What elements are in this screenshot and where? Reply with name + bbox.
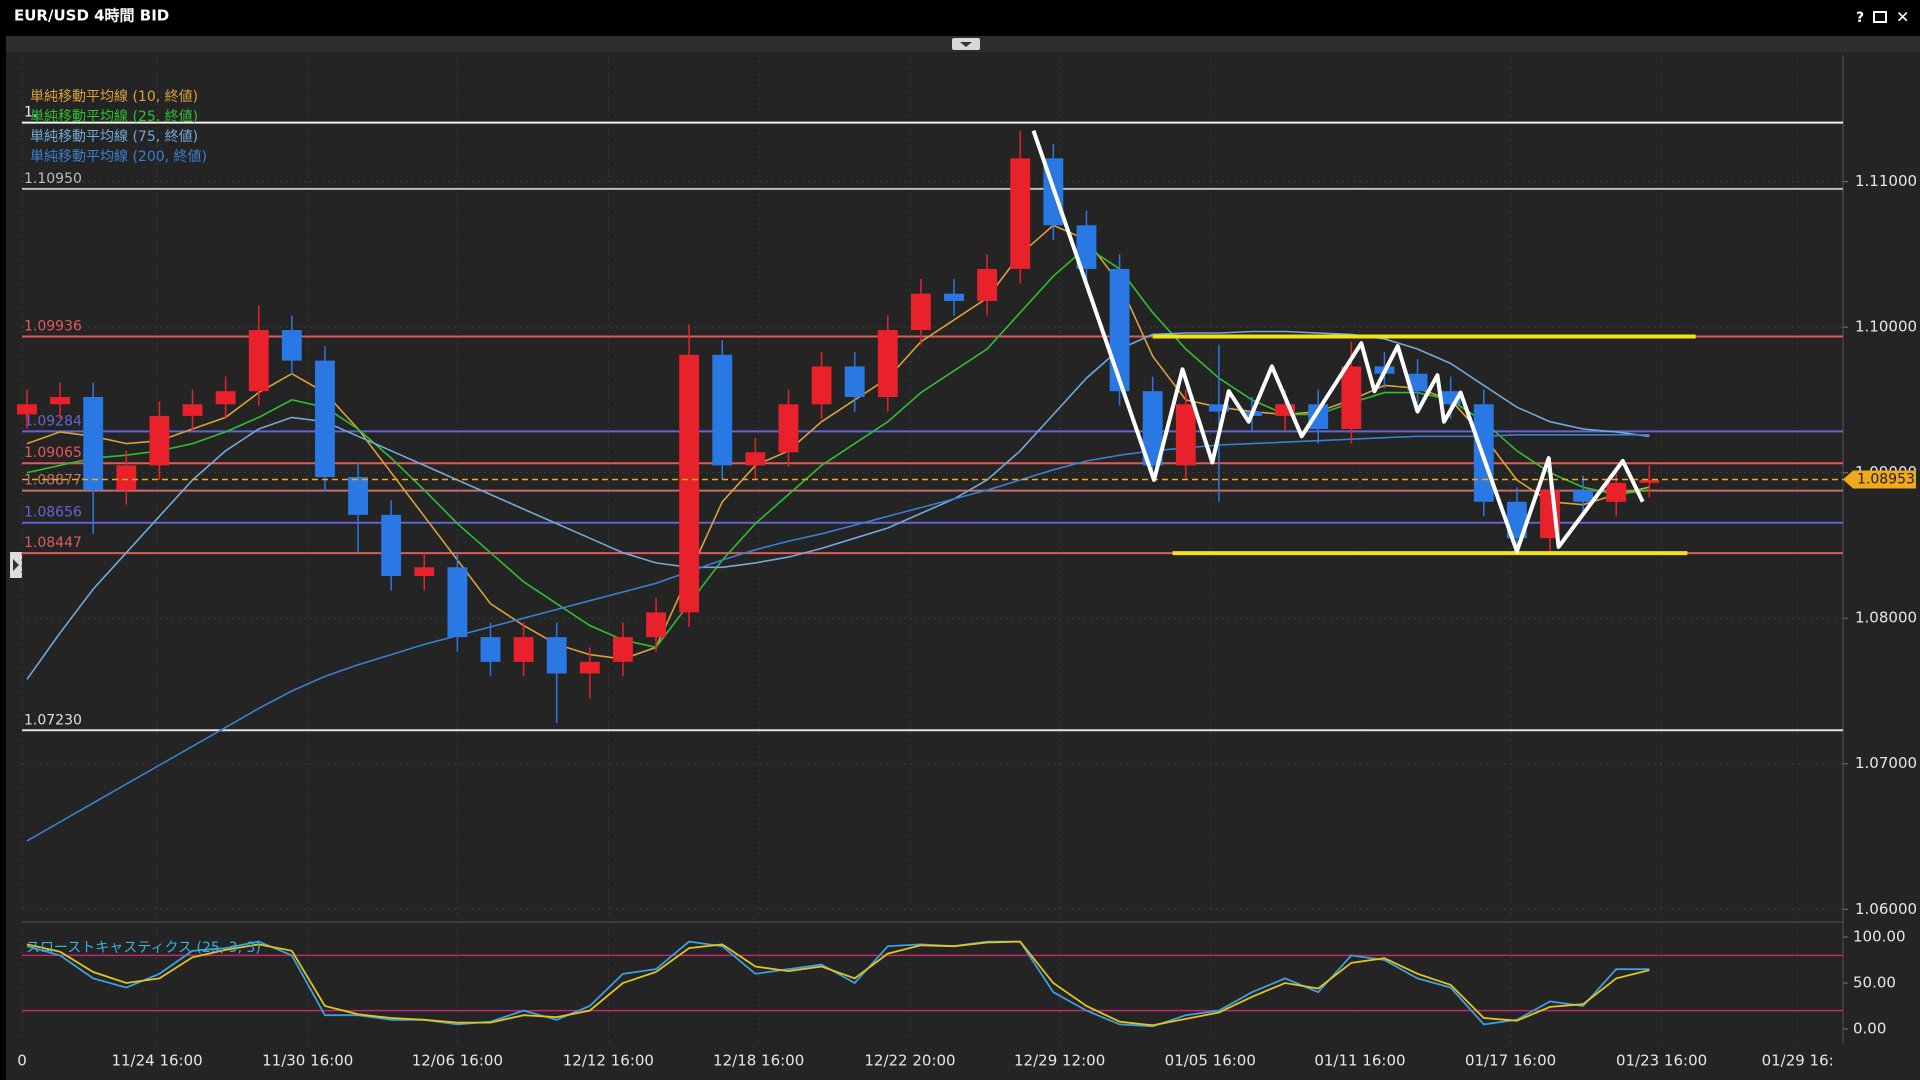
legend-entry: 単純移動平均線 (75, 終値) bbox=[30, 129, 198, 145]
candle-body bbox=[447, 567, 468, 638]
close-button[interactable]: ✕ bbox=[1896, 8, 1909, 27]
candle-body bbox=[381, 514, 402, 577]
moving-average-line bbox=[26, 246, 1650, 649]
candle-body bbox=[1308, 404, 1329, 430]
candle-body bbox=[480, 637, 501, 662]
y-tick-label: 1.11000 bbox=[1855, 172, 1917, 190]
candle-body bbox=[414, 567, 435, 577]
candle-body bbox=[1142, 391, 1163, 466]
side-arrow bbox=[13, 559, 19, 571]
candle-body bbox=[1573, 490, 1594, 502]
candle-body bbox=[1506, 501, 1527, 539]
y-tick-label: 1.08000 bbox=[1855, 609, 1917, 627]
legend-entry: 単純移動平均線 (25, 終値) bbox=[30, 109, 198, 125]
candle-body bbox=[579, 661, 600, 674]
collapse-arrow bbox=[960, 42, 972, 47]
x-tick-label: 12/22 20:00 bbox=[864, 1052, 955, 1070]
candle-body bbox=[778, 404, 799, 453]
candle-body bbox=[811, 366, 832, 405]
price-level-label: 1.07230 bbox=[24, 712, 82, 728]
x-tick-label: 01/29 16: bbox=[1762, 1052, 1834, 1070]
window-title: EUR/USD 4時間 BID bbox=[14, 7, 169, 25]
candle-body bbox=[513, 637, 534, 662]
candle-body bbox=[215, 391, 236, 405]
x-tick-label: 12/12 16:00 bbox=[563, 1052, 654, 1070]
y-tick-label: 0.00 bbox=[1853, 1020, 1886, 1038]
y-tick-label: 1.10000 bbox=[1855, 318, 1917, 336]
candle-body bbox=[1010, 158, 1031, 269]
zigzag-line bbox=[1031, 130, 1645, 554]
candle-body bbox=[877, 330, 898, 397]
candle-body bbox=[1341, 366, 1362, 430]
price-level-label: 1.10950 bbox=[24, 171, 82, 187]
price-level-label: 1.08656 bbox=[24, 505, 82, 521]
stochastic-label: スローストキャスティクス (25, 3, 3) bbox=[26, 940, 261, 956]
candle-body bbox=[646, 612, 666, 638]
candle-body bbox=[1109, 268, 1130, 392]
price-level-label: 1.09065 bbox=[24, 445, 82, 461]
candle-body bbox=[977, 268, 998, 301]
candle-body bbox=[944, 293, 964, 301]
candle-body bbox=[1606, 482, 1627, 502]
x-tick-label: 12/18 16:00 bbox=[713, 1052, 804, 1070]
y-tick-label: 50.00 bbox=[1853, 974, 1896, 992]
candle-body bbox=[612, 637, 633, 662]
x-tick-label: 01/23 16:00 bbox=[1616, 1052, 1707, 1070]
current-price-tag bbox=[1843, 470, 1916, 489]
price-level-label: 1.09284 bbox=[24, 413, 82, 429]
price-level-label: 1.08447 bbox=[24, 535, 82, 551]
candle-body bbox=[83, 396, 104, 491]
candle-body bbox=[315, 360, 335, 478]
y-tick-label: 1.06000 bbox=[1855, 900, 1917, 918]
candle-body bbox=[1076, 225, 1097, 269]
moving-average-line bbox=[26, 224, 1650, 660]
x-tick-label: 11/24 16:00 bbox=[111, 1052, 202, 1070]
current-price-label: 1.08953 bbox=[1857, 472, 1915, 488]
x-tick-label: 01/11 16:00 bbox=[1314, 1052, 1405, 1070]
price-level-label: 1.08877 bbox=[24, 473, 82, 489]
price-level-label: 1. bbox=[24, 105, 37, 121]
candle-body bbox=[712, 354, 733, 466]
chart-background bbox=[6, 36, 1920, 1080]
candle-body bbox=[1639, 479, 1660, 483]
candle-body bbox=[1275, 404, 1296, 416]
moving-average-line bbox=[26, 434, 1650, 842]
candle-body bbox=[182, 404, 203, 416]
candle-body bbox=[1175, 404, 1196, 466]
stochastic-line bbox=[26, 940, 1650, 1027]
candle-body bbox=[1407, 373, 1428, 392]
price-level-label: 1.09936 bbox=[24, 318, 82, 334]
help-button[interactable]: ? bbox=[1856, 10, 1864, 26]
y-tick-label: 100.00 bbox=[1853, 928, 1906, 946]
y-tick-label: 1.07000 bbox=[1855, 754, 1917, 772]
x-tick-label: 12/29 12:00 bbox=[1014, 1052, 1105, 1070]
candle-body bbox=[116, 465, 137, 491]
legend-entry: 単純移動平均線 (200, 終値) bbox=[30, 149, 207, 165]
candle-body bbox=[844, 366, 865, 397]
x-tick-label: 11/30 16:00 bbox=[262, 1052, 353, 1070]
candle-body bbox=[281, 330, 302, 361]
candle-body bbox=[745, 452, 766, 466]
candle-body bbox=[546, 637, 567, 674]
legend-entry: 単純移動平均線 (10, 終値) bbox=[30, 89, 198, 105]
candle-body bbox=[248, 330, 269, 392]
candle-body bbox=[679, 354, 700, 613]
candle-body bbox=[149, 415, 170, 466]
candle-body bbox=[1208, 404, 1229, 412]
maximize-button[interactable] bbox=[1873, 11, 1887, 23]
candle-body bbox=[348, 477, 368, 515]
candle-body bbox=[17, 404, 37, 415]
x-tick-label: 12/06 16:00 bbox=[412, 1052, 503, 1070]
candle-body bbox=[50, 396, 71, 405]
x-tick-label: 01/17 16:00 bbox=[1465, 1052, 1556, 1070]
x-tick-label: 01/05 16:00 bbox=[1165, 1052, 1256, 1070]
x-tick-label: 0 bbox=[17, 1052, 27, 1070]
candle-body bbox=[910, 293, 931, 331]
